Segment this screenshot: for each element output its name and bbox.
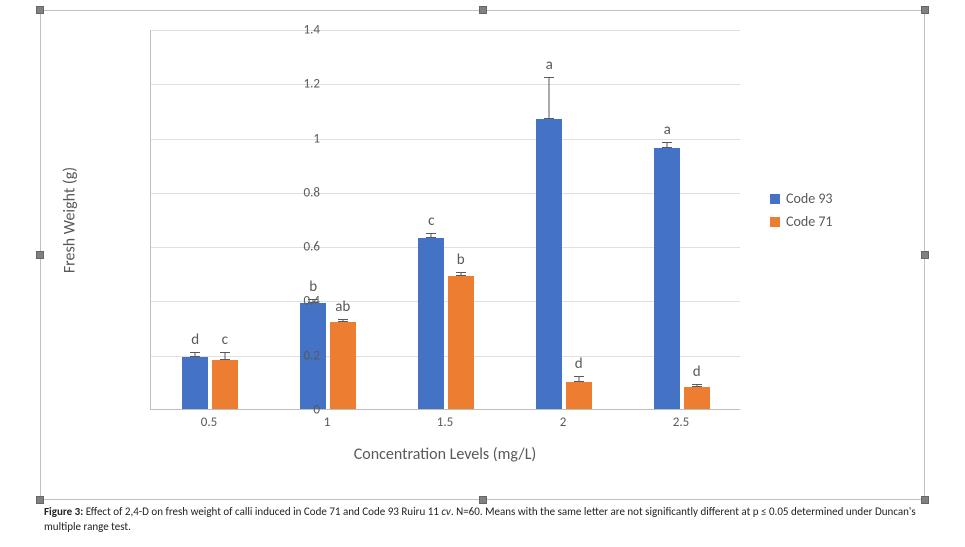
y-axis-title: Fresh Weight (g) (61, 167, 80, 273)
chart-area: Fresh Weight (g) Concentration Levels (m… (50, 20, 915, 490)
resize-handle-icon[interactable] (36, 6, 44, 14)
x-tick-label: 1 (324, 415, 331, 430)
bar (654, 148, 680, 409)
significance-letter: c (210, 331, 240, 349)
legend-label: Code 71 (786, 213, 833, 230)
bar (330, 322, 356, 409)
gridline (151, 301, 740, 302)
error-cap (426, 237, 436, 238)
error-cap (426, 233, 436, 234)
gridline (151, 30, 740, 31)
significance-letter: ab (328, 298, 358, 316)
x-tick-label: 0.5 (201, 415, 217, 430)
figure-caption: Figure 3: Effect of 2,4-D on fresh weigh… (44, 505, 924, 535)
y-tick-label: 1.4 (280, 23, 320, 38)
resize-handle-icon[interactable] (36, 496, 44, 504)
resize-handle-icon[interactable] (479, 6, 487, 14)
significance-letter: d (564, 355, 594, 373)
legend-item: Code 93 (770, 190, 833, 207)
gridline (151, 247, 740, 248)
gridline (151, 84, 740, 85)
caption-italic: cv (441, 505, 450, 518)
y-tick-label: 0.8 (280, 185, 320, 200)
resize-handle-icon[interactable] (36, 251, 44, 259)
bar (566, 382, 592, 409)
error-cap (544, 77, 554, 78)
error-cap (220, 352, 230, 353)
error-cap (190, 356, 200, 357)
bar (418, 238, 444, 409)
resize-handle-icon[interactable] (479, 496, 487, 504)
x-tick-label: 1.5 (437, 415, 453, 430)
y-tick-label: 0.6 (280, 240, 320, 255)
error-cap (220, 359, 230, 360)
legend-label: Code 93 (786, 190, 833, 207)
significance-letter: b (446, 251, 476, 269)
significance-letter: a (652, 121, 682, 139)
legend-swatch-icon (770, 217, 780, 227)
error-cap (456, 272, 466, 273)
resize-handle-icon[interactable] (921, 251, 929, 259)
error-cap (574, 376, 584, 377)
error-bar (549, 78, 550, 119)
caption-lead: Figure 3: (44, 505, 83, 518)
significance-letter: a (534, 56, 564, 74)
x-tick-label: 2 (560, 415, 567, 430)
resize-handle-icon[interactable] (921, 496, 929, 504)
y-tick-label: 1.2 (280, 77, 320, 92)
y-tick-label: 1 (280, 131, 320, 146)
bar (536, 119, 562, 409)
y-tick-label: 0 (280, 403, 320, 418)
legend: Code 93 Code 71 (770, 190, 833, 236)
bar (212, 360, 238, 409)
error-cap (338, 319, 348, 320)
caption-text: Effect of 2,4-D on fresh weight of calli… (83, 505, 441, 518)
error-cap (692, 384, 702, 385)
y-tick-label: 0.2 (280, 348, 320, 363)
error-cap (662, 147, 672, 148)
plot-region: dcbabcbadad (150, 30, 740, 410)
error-cap (692, 386, 702, 387)
error-cap (662, 142, 672, 143)
legend-swatch-icon (770, 194, 780, 204)
error-cap (574, 381, 584, 382)
x-tick-label: 2.5 (673, 415, 689, 430)
gridline (151, 193, 740, 194)
gridline (151, 356, 740, 357)
chart-frame: Fresh Weight (g) Concentration Levels (m… (40, 10, 925, 500)
error-cap (190, 352, 200, 353)
significance-letter: c (416, 212, 446, 230)
legend-item: Code 71 (770, 213, 833, 230)
error-cap (544, 118, 554, 119)
bar (448, 276, 474, 409)
significance-letter: d (180, 331, 210, 349)
error-cap (456, 275, 466, 276)
x-axis-title: Concentration Levels (mg/L) (354, 445, 537, 464)
y-tick-label: 0.4 (280, 294, 320, 309)
significance-letter: d (682, 363, 712, 381)
resize-handle-icon[interactable] (921, 6, 929, 14)
error-cap (338, 321, 348, 322)
bar (182, 357, 208, 409)
bar (684, 387, 710, 409)
